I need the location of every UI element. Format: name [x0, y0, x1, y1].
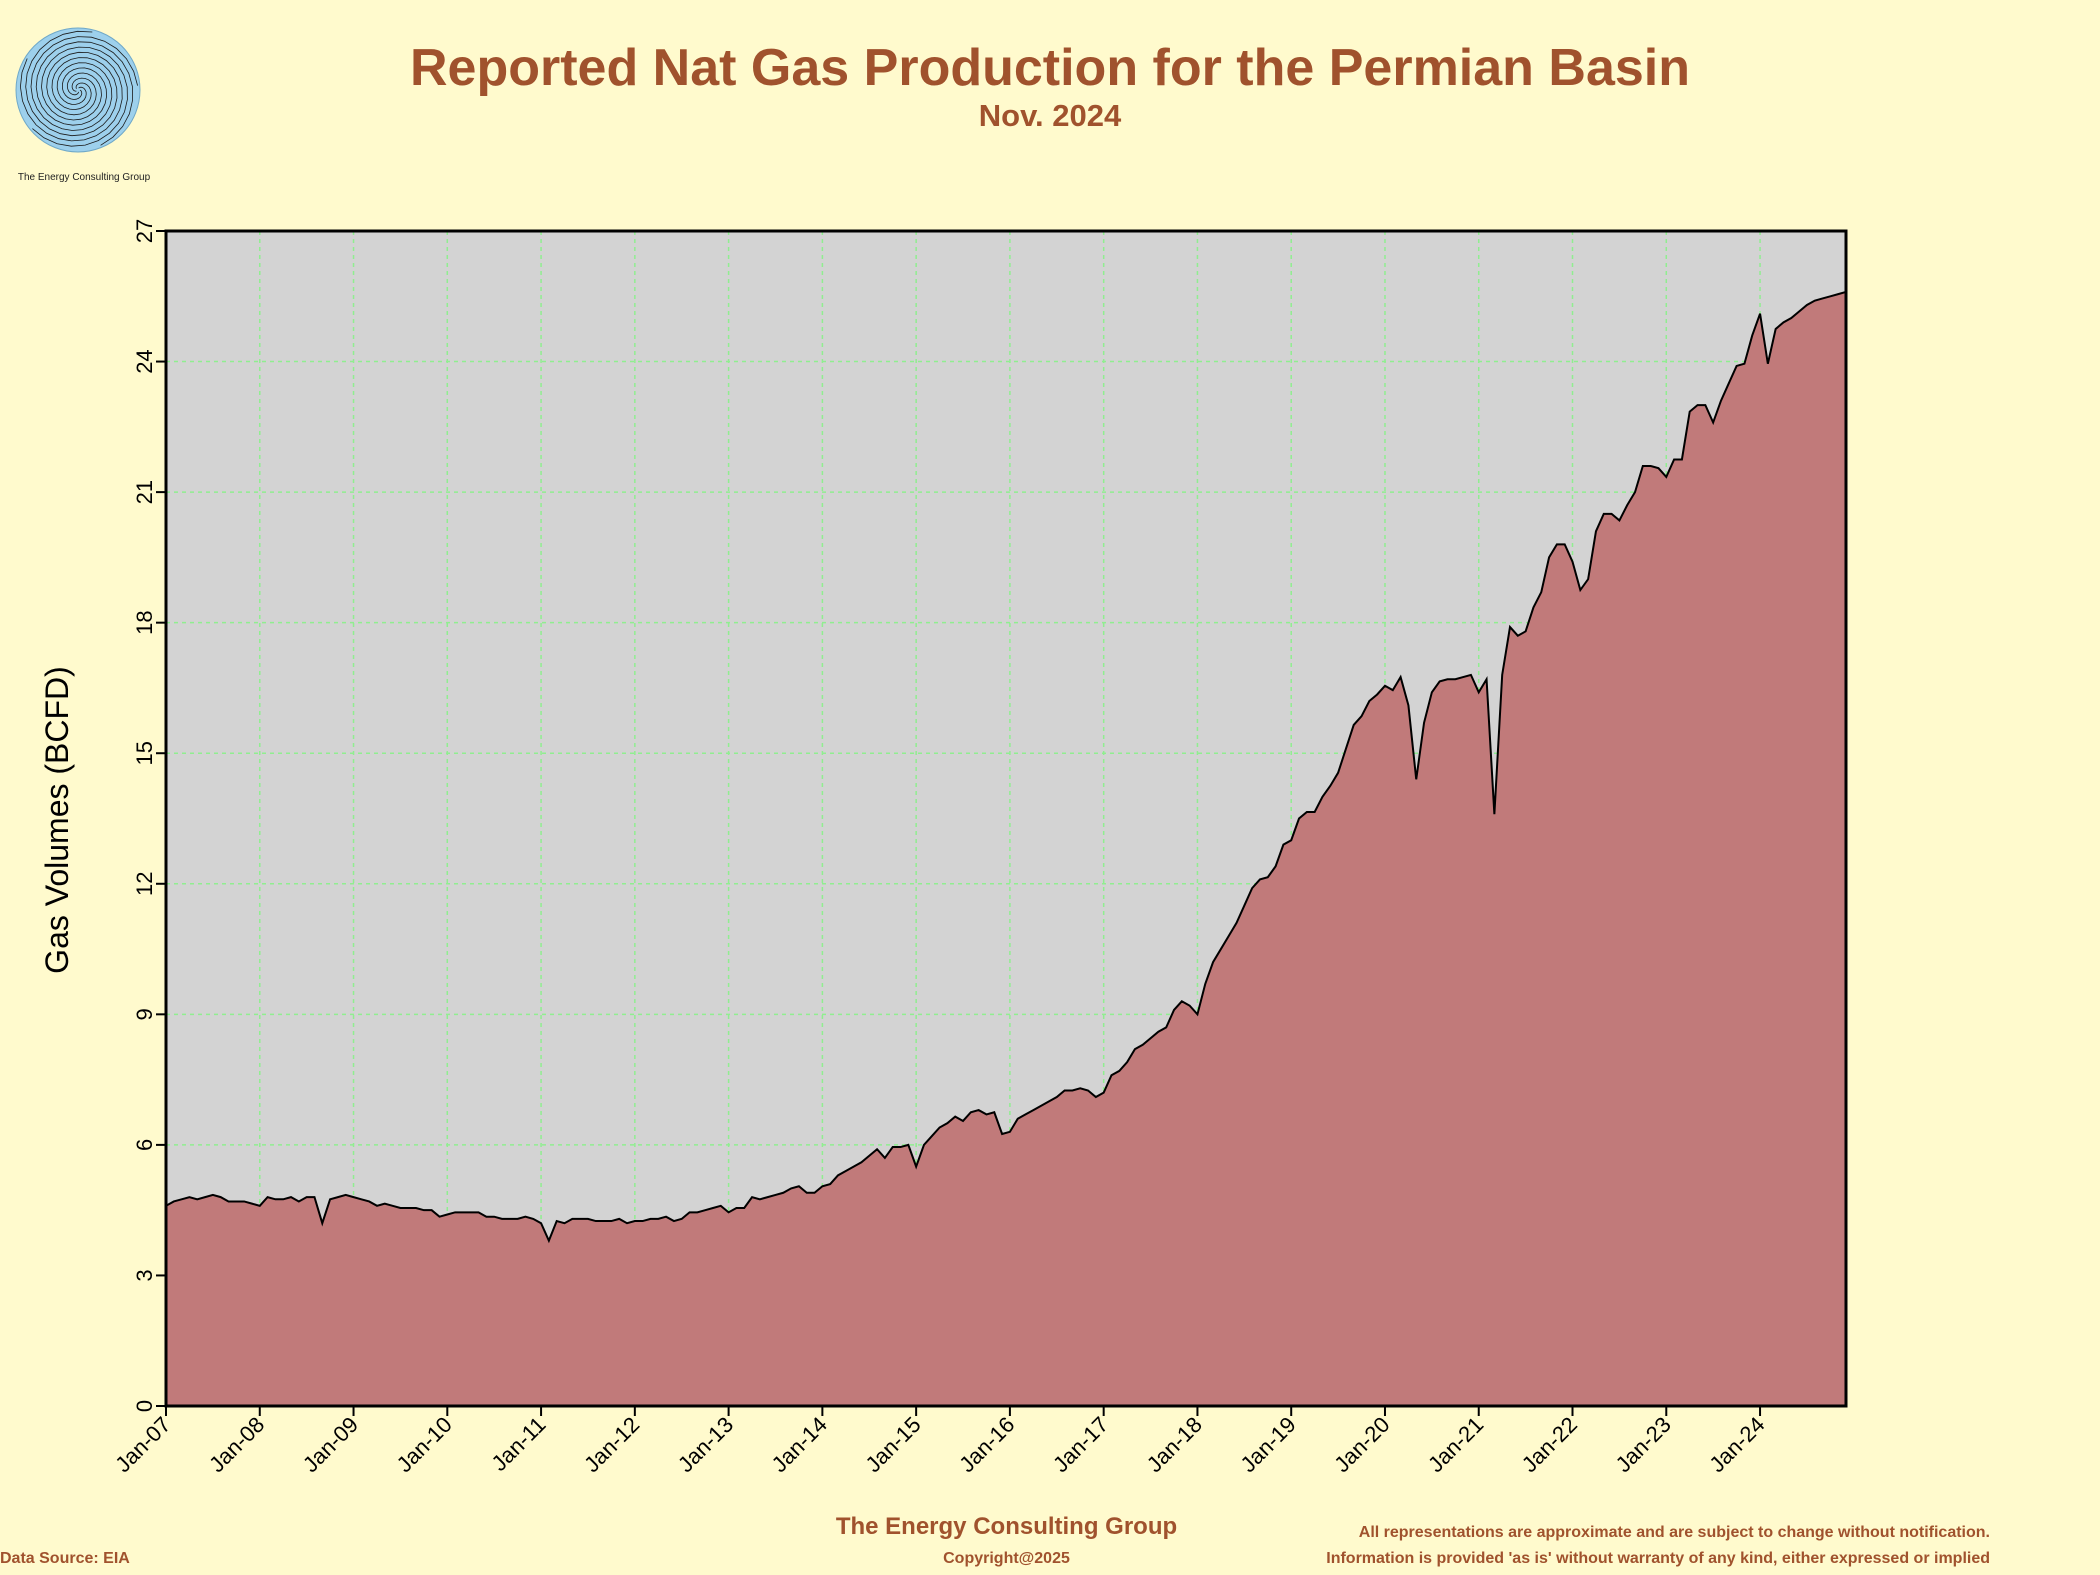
footer-copyright: Copyright@2025 — [943, 1550, 1070, 1567]
y-axis: 0 3 6 9 12 15 18 21 24 27 — [132, 219, 166, 1412]
y-tick-label: 18 — [132, 610, 157, 634]
x-tick-label: Jan-13 — [673, 1412, 738, 1477]
x-axis: Jan-07 Jan-08 Jan-09 Jan-10 Jan-11 Jan-12 Jan-… — [110, 1406, 1770, 1477]
x-tick-label: Jan-17 — [1048, 1412, 1113, 1477]
logo-caption: The Energy Consulting Group — [17, 172, 151, 183]
y-tick-label: 9 — [132, 1008, 157, 1020]
x-tick-label: Jan-24 — [1704, 1412, 1769, 1477]
y-tick-label: 6 — [132, 1139, 157, 1151]
x-tick-label: Jan-09 — [298, 1412, 363, 1477]
y-tick-label: 12 — [132, 872, 157, 896]
plot-frame — [164, 229, 1848, 1408]
x-tick-label: Jan-21 — [1423, 1412, 1488, 1477]
y-tick-label: 15 — [132, 741, 157, 765]
x-tick-label: Jan-20 — [1329, 1412, 1394, 1477]
footer-data-source: Data Source: EIA — [0, 1550, 130, 1567]
x-tick-label: Jan-19 — [1235, 1412, 1300, 1477]
x-tick-label: Jan-22 — [1517, 1412, 1582, 1477]
x-tick-label: Jan-12 — [579, 1412, 644, 1477]
company-logo: The Energy Consulting Group — [14, 20, 154, 190]
x-tick-label: Jan-15 — [860, 1412, 925, 1477]
production-area — [165, 290, 1847, 1407]
chart-title: Reported Nat Gas Production for the Perm… — [410, 39, 1690, 97]
footer-disclaimer-1: All representations are approximate and … — [1358, 1524, 1990, 1541]
y-tick-label: 21 — [132, 480, 157, 504]
footer-company: The Energy Consulting Group — [835, 1513, 1178, 1540]
footer-disclaimer-2: Information is provided 'as is' without … — [1326, 1550, 1990, 1567]
y-tick-label: 27 — [132, 219, 157, 243]
y-tick-label: 3 — [132, 1269, 157, 1281]
x-tick-label: Jan-14 — [767, 1412, 832, 1477]
x-tick-label: Jan-07 — [110, 1412, 175, 1477]
x-tick-label: Jan-11 — [487, 1412, 551, 1476]
y-axis-label: Gas Volumes (BCFD) — [39, 666, 75, 974]
logo-spiral-icon — [15, 27, 141, 153]
chart-subtitle: Nov. 2024 — [978, 98, 1122, 133]
x-tick-label: Jan-18 — [1142, 1412, 1207, 1477]
x-tick-label: Jan-16 — [954, 1412, 1019, 1477]
x-tick-label: Jan-10 — [392, 1412, 457, 1477]
y-tick-label: 0 — [132, 1400, 157, 1412]
x-tick-label: Jan-08 — [204, 1412, 269, 1477]
y-tick-label: 24 — [132, 349, 157, 373]
x-tick-label: Jan-23 — [1611, 1412, 1676, 1477]
